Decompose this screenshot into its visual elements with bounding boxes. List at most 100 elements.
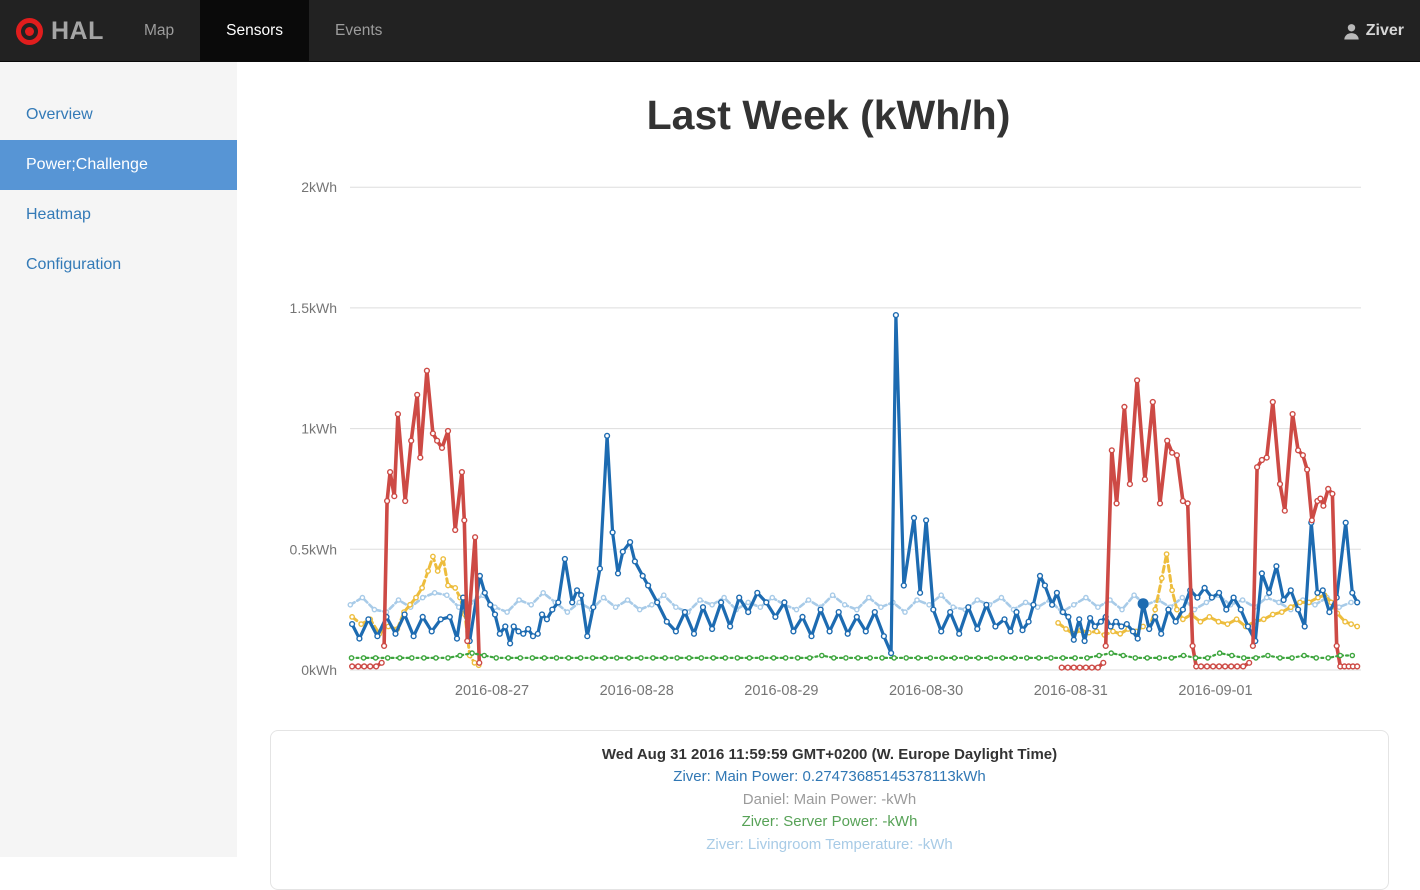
data-point-marker — [1301, 652, 1307, 659]
data-point-marker — [772, 613, 779, 621]
data-point-marker — [1102, 642, 1109, 650]
data-point-marker — [660, 592, 667, 599]
data-point-marker — [663, 618, 670, 625]
data-point-marker — [930, 606, 937, 613]
data-point-marker — [601, 655, 608, 661]
selected-data-point[interactable] — [1137, 598, 1149, 610]
data-point-marker — [673, 604, 679, 611]
sidebar-item-heatmap[interactable]: Heatmap — [26, 206, 91, 223]
data-point-marker — [1007, 628, 1014, 635]
data-point-marker — [421, 655, 427, 661]
data-point-marker — [974, 625, 981, 633]
data-point-marker — [1022, 599, 1029, 606]
data-point-marker — [348, 663, 356, 670]
data-point-marker — [453, 635, 461, 642]
data-point-marker — [1294, 606, 1302, 613]
data-point-marker — [1084, 655, 1090, 661]
data-point-marker — [440, 556, 447, 562]
data-point-marker — [1163, 551, 1170, 557]
data-point-marker — [360, 655, 367, 661]
sidebar-item-power-challenge[interactable]: Power;Challenge — [0, 140, 237, 190]
data-point-marker — [452, 526, 459, 534]
data-point-marker — [878, 604, 884, 611]
data-point-marker — [372, 655, 379, 661]
data-point-marker — [1131, 592, 1137, 599]
chart-canvas[interactable]: 0kWh 0.5kWh 1kWh 1.5kWh 2kWh 2016-08-27 2016-0… — [280, 168, 1390, 713]
data-point-marker — [577, 655, 584, 661]
data-point-marker — [844, 630, 851, 637]
chart-tooltip-panel: Wed Aug 31 2016 11:59:59 GMT+0200 (W. Eu… — [270, 730, 1389, 890]
data-point-marker — [699, 604, 707, 611]
data-point-marker — [654, 599, 661, 606]
data-point-marker — [1239, 597, 1246, 603]
data-point-marker — [469, 650, 475, 656]
data-point-marker — [910, 514, 918, 522]
data-point-marker — [1277, 655, 1283, 661]
data-point-marker — [681, 609, 689, 616]
data-point-marker — [1168, 449, 1176, 456]
data-point-marker — [600, 594, 607, 601]
nav-item-events[interactable]: Events — [335, 22, 383, 39]
data-point-marker — [956, 630, 963, 637]
data-point-marker — [1059, 609, 1067, 616]
data-point-marker — [745, 599, 752, 606]
data-point-marker — [410, 633, 417, 640]
data-point-marker — [992, 623, 999, 630]
data-point-marker — [434, 437, 441, 444]
data-point-marker — [1108, 447, 1115, 454]
data-point-marker — [1120, 652, 1127, 659]
nav-item-sensors[interactable]: Sensors — [200, 0, 310, 62]
data-point-marker — [1263, 454, 1270, 461]
data-point-marker — [1179, 497, 1187, 505]
data-point-marker — [757, 604, 764, 611]
data-point-marker — [866, 594, 872, 601]
sidebar-item-configuration[interactable]: Configuration — [26, 256, 122, 273]
data-point-marker — [1241, 655, 1247, 661]
data-point-marker — [429, 553, 436, 560]
data-point-marker — [561, 555, 569, 563]
data-point-marker — [1070, 636, 1077, 643]
data-point-marker — [674, 655, 680, 661]
data-point-marker — [1158, 630, 1165, 637]
data-point-marker — [1168, 655, 1175, 661]
data-point-marker — [443, 592, 450, 599]
data-point-marker — [1273, 563, 1280, 570]
series-line-ziver-server-power — [350, 652, 1354, 659]
data-point-marker — [927, 655, 934, 661]
data-point-marker — [1289, 411, 1296, 418]
data-point-marker — [1260, 616, 1267, 623]
data-point-marker — [1064, 664, 1071, 671]
data-point-marker — [1342, 618, 1349, 625]
data-point-marker — [1281, 507, 1288, 514]
brand[interactable]: HAL — [16, 0, 104, 62]
data-point-marker — [1082, 664, 1090, 671]
data-point-marker — [408, 655, 415, 661]
data-point-marker — [425, 568, 432, 574]
data-point-marker — [1013, 609, 1020, 616]
user-menu[interactable]: Ziver — [1333, 0, 1414, 62]
data-point-marker — [1036, 655, 1042, 661]
data-point-marker — [1314, 589, 1321, 596]
navbar: HAL Map Sensors Events Ziver — [0, 0, 1420, 62]
data-point-marker — [1063, 626, 1069, 632]
data-point-marker — [1189, 642, 1196, 650]
data-point-marker — [718, 599, 725, 606]
data-point-marker — [916, 589, 924, 596]
data-point-marker — [1072, 655, 1078, 661]
data-point-marker — [355, 663, 362, 670]
data-point-marker — [1326, 609, 1333, 616]
data-point-marker — [1317, 495, 1324, 502]
data-point-marker — [1134, 635, 1141, 642]
data-point-marker — [1094, 664, 1102, 671]
data-point-marker — [401, 611, 408, 618]
data-point-marker — [1233, 616, 1240, 623]
data-point-marker — [356, 635, 363, 642]
data-point-marker — [987, 655, 994, 661]
nav-item-map[interactable]: Map — [144, 22, 175, 39]
data-point-marker — [1173, 452, 1181, 459]
data-point-marker — [806, 655, 813, 661]
data-point-marker — [358, 621, 365, 627]
data-point-marker — [697, 597, 703, 603]
data-point-marker — [1209, 663, 1217, 670]
sidebar-item-overview[interactable]: Overview — [26, 106, 93, 123]
